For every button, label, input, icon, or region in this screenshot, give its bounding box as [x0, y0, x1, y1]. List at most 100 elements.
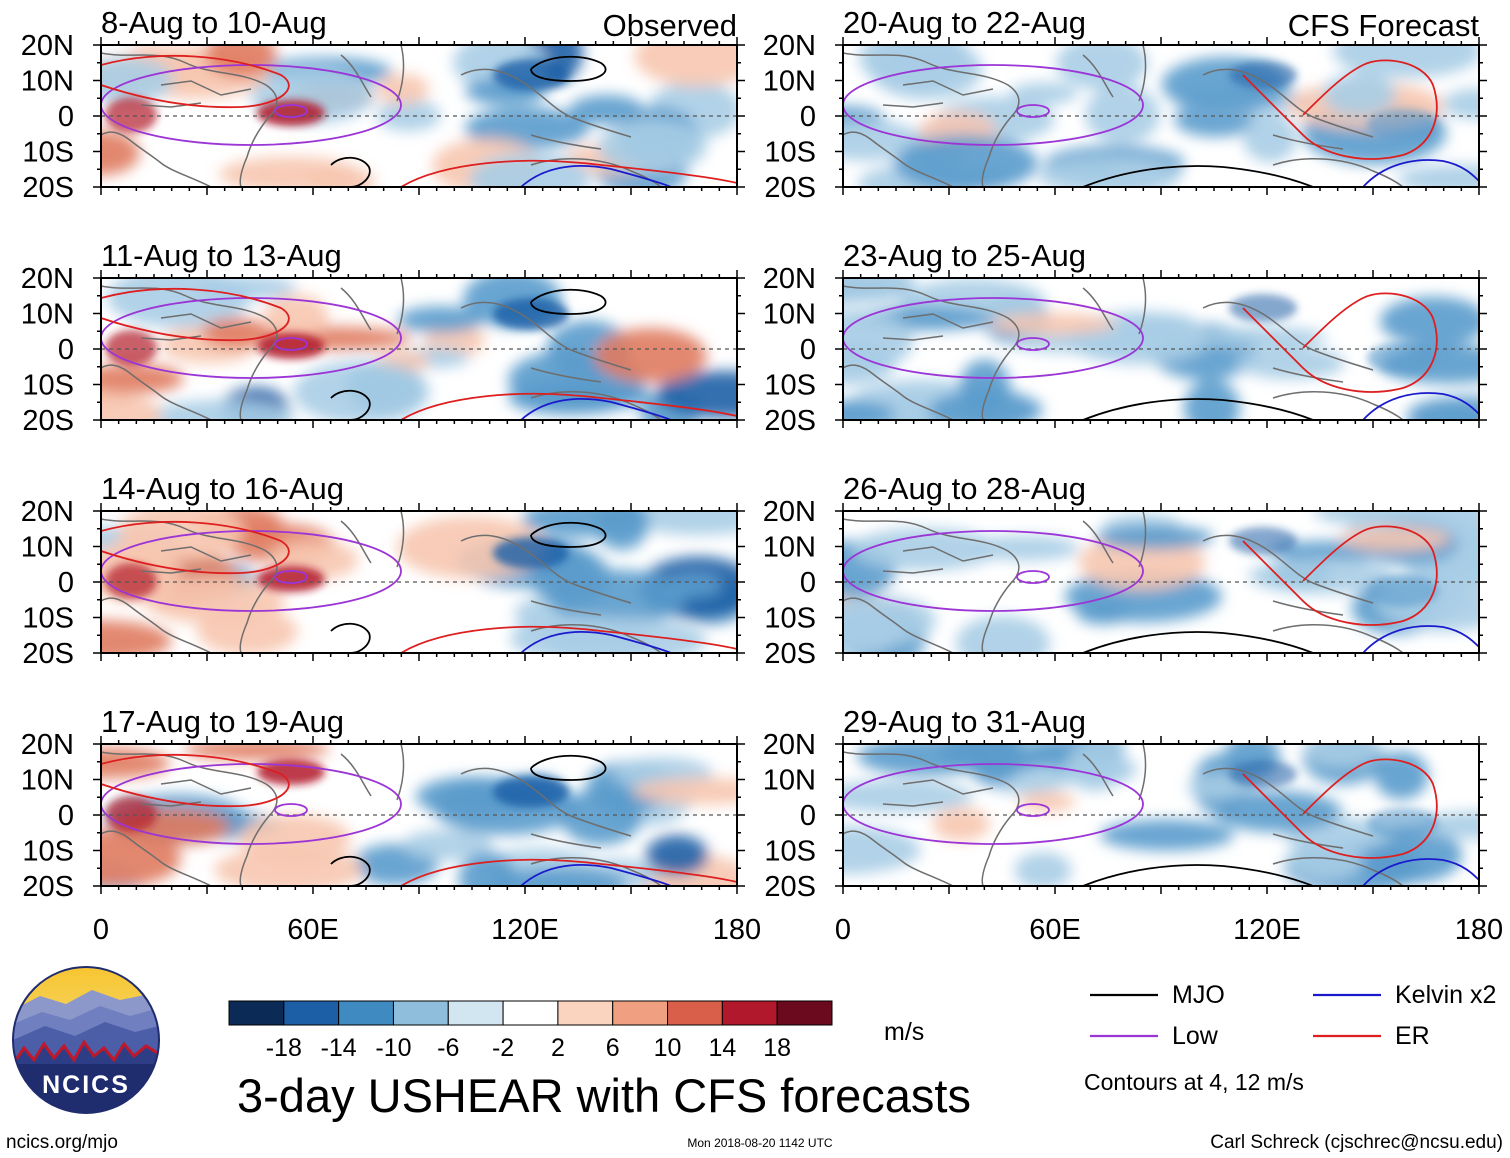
colorbar-swatch [392, 1000, 449, 1026]
colorbar-swatch [228, 1000, 285, 1026]
lon-label: 0 [93, 914, 109, 946]
colorbar-swatch [447, 1000, 504, 1026]
lat-label: 0 [800, 800, 816, 832]
colorbar-tick: -18 [266, 1034, 302, 1062]
lat-label: 10S [764, 370, 816, 402]
footer-left: ncics.org/mjo [6, 1132, 118, 1153]
observed-label: Observed [603, 8, 737, 43]
lat-label: 0 [58, 800, 74, 832]
lat-label: 20N [21, 263, 74, 295]
colorbar-swatch [557, 1000, 614, 1026]
lon-label: 180 [1455, 914, 1503, 946]
colorbar-unit: m/s [884, 1018, 924, 1046]
colorbar [228, 1000, 833, 1026]
lon-label: 120E [491, 914, 559, 946]
panel-title: 14-Aug to 16-Aug [101, 471, 344, 506]
lat-label: 10N [763, 765, 816, 797]
panel-title: 8-Aug to 10-Aug [101, 5, 327, 40]
colorbar-tick: 14 [708, 1034, 736, 1062]
colorbar-swatch [776, 1000, 833, 1026]
lat-label: 10S [22, 836, 74, 868]
lat-label: 10S [22, 370, 74, 402]
panel-title: 11-Aug to 13-Aug [101, 238, 342, 273]
colorbar-tick: -2 [492, 1034, 514, 1062]
colorbar-swatch [612, 1000, 669, 1026]
lat-label: 10S [764, 603, 816, 635]
lat-label: 20N [763, 30, 816, 62]
legend-label: MJO [1172, 981, 1225, 1009]
colorbar-swatch [667, 1000, 723, 1026]
lat-label: 10N [763, 66, 816, 98]
colorbar-swatch [283, 1000, 340, 1026]
lat-label: 20S [22, 638, 74, 670]
lat-label: 20N [763, 729, 816, 761]
lat-label: 20N [21, 30, 74, 62]
lat-label: 20S [764, 405, 816, 437]
lat-label: 10S [22, 603, 74, 635]
lat-label: 0 [800, 567, 816, 599]
ncics-logo: NCICS [12, 966, 160, 1114]
lon-label: 0 [835, 914, 851, 946]
legend-label: ER [1395, 1022, 1430, 1050]
lat-label: 10N [763, 532, 816, 564]
logo-text: NCICS [42, 1071, 130, 1099]
legend-item: ER [1313, 1022, 1430, 1050]
footer-center: Mon 2018-08-20 1142 UTC [687, 1136, 833, 1150]
lat-label: 0 [58, 567, 74, 599]
colorbar-tick: -10 [375, 1034, 411, 1062]
lat-label: 10N [21, 66, 74, 98]
lat-label: 0 [58, 101, 74, 133]
lat-label: 20N [21, 496, 74, 528]
lat-label: 20S [764, 638, 816, 670]
longitude-axis-labels: 0 60E 120E 180 0 60E 120E 180 [93, 914, 1503, 946]
lat-label: 20S [22, 871, 74, 903]
footer-right: Carl Schreck (cjschrec@ncsu.edu) [1210, 1132, 1503, 1153]
legend-item: MJO [1090, 981, 1225, 1009]
lat-label: 20N [763, 496, 816, 528]
legend-item: Kelvin x2 [1313, 981, 1496, 1009]
lat-label: 20S [22, 405, 74, 437]
legend: MJO Kelvin x2 Low ER [1090, 981, 1496, 1050]
panel-title: 17-Aug to 19-Aug [101, 704, 344, 739]
lat-label: 20S [764, 172, 816, 204]
colorbar-tick: 2 [551, 1034, 565, 1062]
lat-label: 20N [763, 263, 816, 295]
colorbar-swatch [502, 1000, 559, 1026]
lat-label: 0 [800, 334, 816, 366]
panel-title: 23-Aug to 25-Aug [843, 238, 1086, 273]
figure-title: 3-day USHEAR with CFS forecasts [237, 1069, 971, 1122]
lat-label: 20S [22, 172, 74, 204]
colorbar-swatch [721, 1000, 778, 1026]
lat-label: 10S [764, 836, 816, 868]
lat-label: 10N [21, 532, 74, 564]
legend-note: Contours at 4, 12 m/s [1084, 1069, 1304, 1095]
colorbar-swatch [338, 1000, 394, 1026]
colorbar-tick: 6 [606, 1034, 620, 1062]
legend-item: Low [1090, 1022, 1219, 1050]
lon-label: 120E [1233, 914, 1301, 946]
lon-label: 60E [1029, 914, 1081, 946]
forecast-label: CFS Forecast [1288, 8, 1480, 43]
legend-label: Kelvin x2 [1395, 981, 1496, 1009]
lat-label: 10S [764, 137, 816, 169]
lat-label: 10N [21, 299, 74, 331]
colorbar-tick: -6 [437, 1034, 459, 1062]
lat-label: 0 [58, 334, 74, 366]
panel-title: 29-Aug to 31-Aug [843, 704, 1086, 739]
lat-label: 10S [22, 137, 74, 169]
legend-label: Low [1172, 1022, 1219, 1050]
colorbar-tick: 10 [654, 1034, 682, 1062]
colorbar-tick: 18 [763, 1034, 791, 1062]
lat-label: 0 [800, 101, 816, 133]
lat-label: 10N [763, 299, 816, 331]
lat-label: 20S [764, 871, 816, 903]
